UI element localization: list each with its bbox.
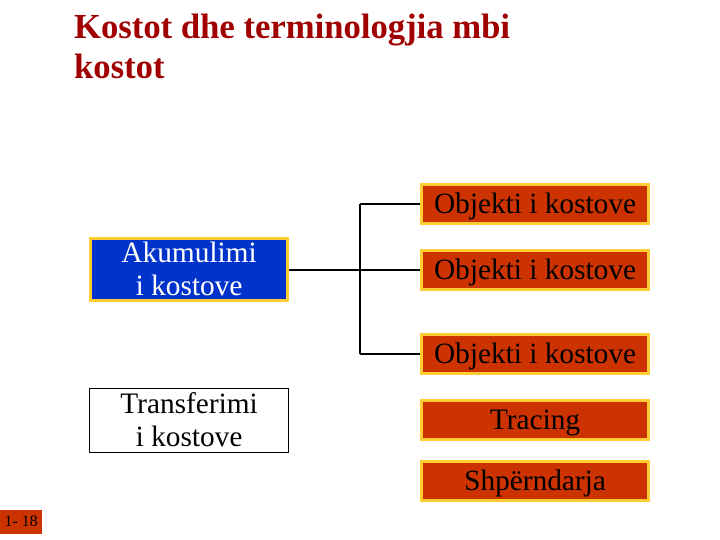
box-shperndarja: Shpërndarja bbox=[420, 460, 650, 502]
box-objekti-2: Objekti i kostove bbox=[420, 249, 650, 291]
box-objekti-1: Objekti i kostove bbox=[420, 183, 650, 225]
box-tracing-label: Tracing bbox=[490, 404, 580, 436]
box-transferimi-label: Transferimii kostove bbox=[120, 388, 257, 453]
slide: Kostot dhe terminologjia mbi kostot Akum… bbox=[0, 0, 720, 540]
page-number-text: 1- 18 bbox=[4, 513, 37, 531]
box-tracing: Tracing bbox=[420, 399, 650, 441]
box-akumulimi-label: Akumulimii kostove bbox=[121, 237, 256, 302]
box-objekti-3: Objekti i kostove bbox=[420, 333, 650, 375]
box-objekti-3-label: Objekti i kostove bbox=[434, 338, 636, 370]
box-shperndarja-label: Shpërndarja bbox=[464, 465, 606, 497]
box-objekti-2-label: Objekti i kostove bbox=[434, 254, 636, 286]
box-transferimi: Transferimii kostove bbox=[89, 388, 289, 453]
box-akumulimi: Akumulimii kostove bbox=[89, 237, 289, 302]
page-number: 1- 18 bbox=[0, 510, 42, 534]
box-objekti-1-label: Objekti i kostove bbox=[434, 188, 636, 220]
